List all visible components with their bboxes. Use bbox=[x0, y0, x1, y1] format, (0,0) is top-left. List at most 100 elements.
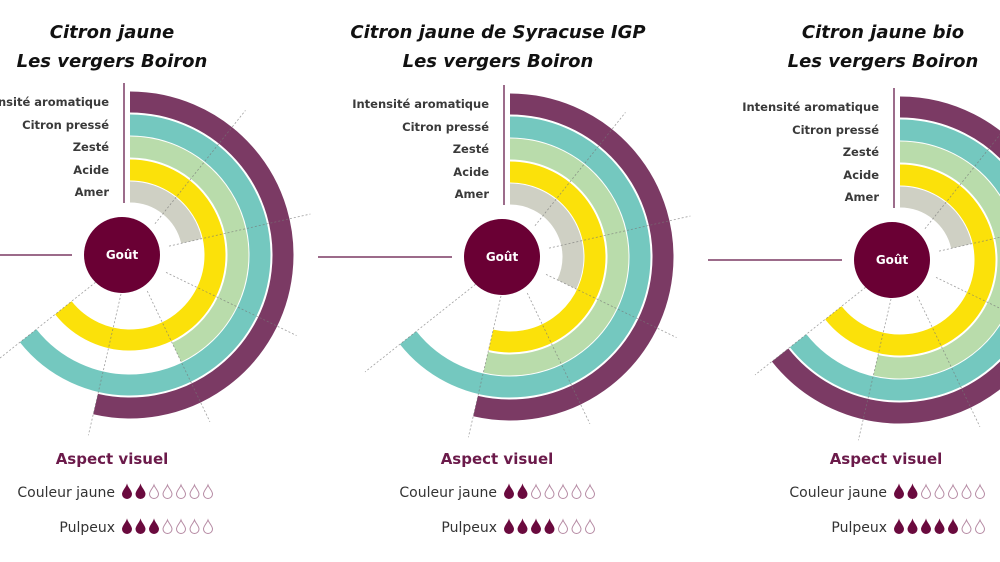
water-drop-icon bbox=[557, 518, 569, 534]
gridline bbox=[168, 213, 311, 247]
water-drop-icon bbox=[503, 483, 515, 499]
water-drop-icon bbox=[202, 483, 214, 499]
water-drop-icon bbox=[584, 518, 596, 534]
water-drop-icon bbox=[175, 483, 187, 499]
water-drop-icon bbox=[893, 483, 905, 499]
bar-zest- bbox=[129, 136, 249, 362]
rating-label: Pulpeux bbox=[831, 520, 887, 536]
water-drop-icon bbox=[920, 518, 932, 534]
water-drop-icon bbox=[517, 518, 528, 534]
rating-label: Pulpeux bbox=[441, 520, 497, 536]
gridline bbox=[146, 290, 211, 423]
water-drop-icon bbox=[907, 483, 918, 499]
water-drop-icon bbox=[121, 518, 133, 534]
bar-citron-press- bbox=[19, 114, 271, 396]
water-drop-icon bbox=[517, 483, 528, 499]
water-drop-icon bbox=[584, 483, 596, 499]
category-label: Citron pressé bbox=[402, 120, 489, 134]
category-label: Intensité aromatique bbox=[352, 97, 489, 111]
rating-label: Pulpeux bbox=[59, 520, 115, 536]
water-drop-icon bbox=[121, 483, 133, 499]
chart-subtitle: Les vergers Boiron bbox=[788, 51, 979, 72]
center-circle bbox=[464, 219, 540, 295]
water-drop-icon bbox=[934, 518, 945, 534]
gridline bbox=[548, 215, 691, 249]
bar-acide bbox=[488, 161, 606, 353]
bar-citron-press- bbox=[789, 119, 1000, 401]
center-label: Goût bbox=[486, 250, 519, 264]
bar-intensit-aromatique bbox=[473, 93, 674, 421]
bar-amer bbox=[509, 183, 584, 289]
water-drop-icon bbox=[544, 518, 555, 534]
water-drop-icon bbox=[135, 518, 146, 534]
water-drop-icon bbox=[974, 518, 986, 534]
gridline bbox=[87, 293, 122, 436]
gridline bbox=[165, 272, 297, 336]
category-label: Zesté bbox=[73, 140, 109, 154]
water-drop-icon bbox=[135, 483, 146, 499]
gridline bbox=[754, 284, 869, 376]
chart-title: Citron jaune bbox=[50, 22, 174, 43]
chart-1: Citron jaune Les vergers Boiron Intensité … bbox=[0, 22, 311, 536]
gridline bbox=[924, 134, 1000, 229]
category-label: Zesté bbox=[843, 145, 879, 159]
water-drop-icon bbox=[961, 518, 972, 534]
water-drop-icon bbox=[571, 518, 582, 534]
category-label: Acide bbox=[843, 168, 879, 182]
water-drop-icon bbox=[202, 518, 214, 534]
category-label: Intensité aromatique bbox=[0, 95, 109, 109]
water-drop-icon bbox=[907, 518, 918, 534]
water-drop-icon bbox=[557, 483, 569, 499]
water-drop-icon bbox=[947, 518, 959, 534]
bar-amer bbox=[129, 181, 202, 244]
water-drop-icon bbox=[189, 483, 200, 499]
category-label: Amer bbox=[455, 187, 490, 201]
water-drop-icon bbox=[544, 483, 555, 499]
aspect-visuel-heading: Aspect visuel bbox=[830, 450, 943, 468]
category-label: Zesté bbox=[453, 142, 489, 156]
chart-2: Citron jaune de Syracuse IGP Les vergers … bbox=[318, 22, 691, 536]
water-drop-icon bbox=[934, 483, 945, 499]
gridline bbox=[935, 277, 1000, 309]
rating-label: Couleur jaune bbox=[399, 485, 497, 501]
water-drop-icon bbox=[148, 518, 160, 534]
center-label: Goût bbox=[876, 253, 909, 267]
gridline bbox=[938, 236, 1000, 252]
category-label: Acide bbox=[453, 165, 489, 179]
category-label: Amer bbox=[845, 190, 880, 204]
center-circle bbox=[84, 217, 160, 293]
water-drop-icon bbox=[893, 518, 905, 534]
category-label: Amer bbox=[75, 185, 110, 199]
center-label: Goût bbox=[106, 248, 139, 262]
category-label: Citron pressé bbox=[22, 118, 109, 132]
aspect-visuel-heading: Aspect visuel bbox=[441, 450, 554, 468]
gridline bbox=[467, 295, 502, 438]
bar-intensit-aromatique bbox=[93, 91, 294, 419]
chart-subtitle: Les vergers Boiron bbox=[17, 51, 208, 72]
chart-subtitle: Les vergers Boiron bbox=[403, 51, 594, 72]
gridline bbox=[534, 112, 626, 226]
bar-amer bbox=[899, 186, 972, 249]
water-drop-icon bbox=[189, 518, 200, 534]
category-label: Acide bbox=[73, 163, 109, 177]
water-drop-icon bbox=[162, 518, 173, 534]
water-drop-icon bbox=[148, 483, 160, 499]
gridline bbox=[364, 281, 479, 373]
gridline bbox=[0, 279, 99, 359]
center-circle bbox=[854, 222, 930, 298]
chart-title: Citron jaune bio bbox=[802, 22, 964, 43]
chart-title: Citron jaune de Syracuse IGP bbox=[350, 22, 645, 43]
gridline bbox=[857, 298, 892, 441]
gridline bbox=[526, 292, 591, 425]
water-drop-icon bbox=[530, 483, 542, 499]
bar-intensit-aromatique bbox=[771, 96, 1000, 424]
bar-zest- bbox=[873, 141, 1000, 379]
gridline bbox=[154, 110, 246, 224]
water-drop-icon bbox=[175, 518, 187, 534]
bar-zest- bbox=[483, 138, 629, 376]
water-drop-icon bbox=[947, 483, 959, 499]
chart-3: Citron jaune bio Les vergers Boiron Intens… bbox=[708, 22, 1000, 536]
category-label: Intensité aromatique bbox=[742, 100, 879, 114]
water-drop-icon bbox=[974, 483, 986, 499]
